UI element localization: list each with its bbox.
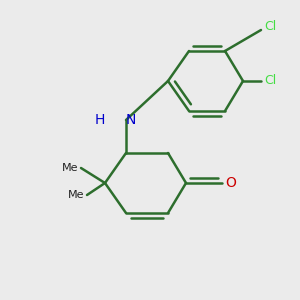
Text: O: O [225, 176, 236, 190]
Text: Me: Me [61, 163, 78, 173]
Text: H: H [94, 113, 105, 127]
Text: Me: Me [68, 190, 84, 200]
Text: Cl: Cl [264, 74, 276, 88]
Text: N: N [126, 113, 136, 127]
Text: Cl: Cl [264, 20, 276, 34]
